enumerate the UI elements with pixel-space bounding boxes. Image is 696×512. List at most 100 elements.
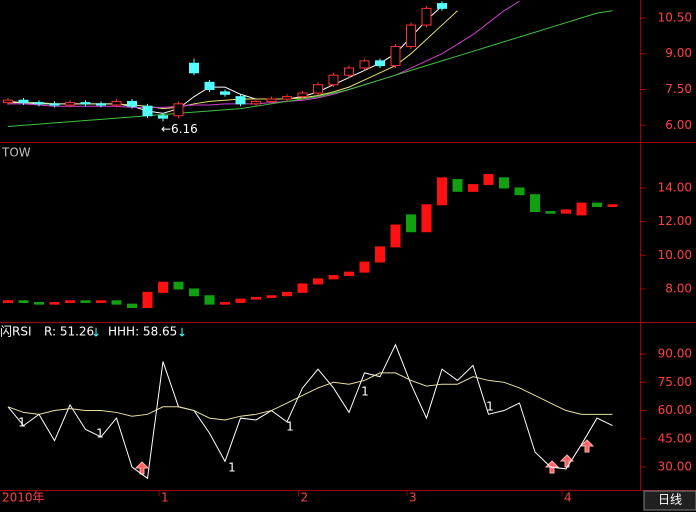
candle-body (421, 204, 432, 233)
y-tick-label: 9.00 (665, 46, 692, 60)
candle-body (313, 278, 323, 285)
signal-label: 1 (96, 427, 104, 441)
candle-body (158, 115, 168, 119)
panel-title: TOW (1, 146, 31, 160)
candle-body (220, 91, 230, 95)
arrow-icon: ↓ (91, 326, 101, 340)
candle-body (437, 3, 447, 9)
period-button[interactable] (643, 490, 696, 511)
candle-body (189, 288, 199, 297)
signal-label: 1 (486, 400, 494, 414)
y-tick-label: 45.00 (658, 431, 692, 445)
candle-body (468, 184, 478, 192)
candle-body (251, 100, 261, 105)
candle-body (65, 102, 75, 106)
candle-body (282, 291, 292, 297)
panel (3, 0, 613, 127)
y-tick-label: 6.00 (665, 118, 692, 132)
candle-body (142, 105, 153, 117)
y-tick-label: 10.50 (658, 10, 692, 24)
y-tick-label: 60.00 (658, 403, 692, 417)
candle-body (34, 301, 44, 305)
candle-body (111, 300, 122, 305)
candle-body (328, 74, 339, 86)
candle-body (359, 261, 370, 273)
candle-body (96, 300, 106, 303)
y-tick-label: 8.00 (665, 281, 692, 295)
candle-body (561, 209, 571, 214)
x-tick-label: 2 (301, 491, 309, 505)
candle-body (220, 301, 230, 305)
candle-body (483, 173, 494, 186)
candle-body (452, 179, 463, 192)
signal-arrow (579, 439, 595, 453)
candle-body (514, 187, 525, 196)
candle-body (80, 300, 91, 303)
readout: HHH: 58.65 (108, 325, 177, 339)
candle-body (49, 301, 60, 305)
signal-label: 1 (228, 461, 236, 475)
candle-body (235, 298, 246, 303)
candle-body (266, 295, 277, 298)
candle-body (607, 204, 618, 207)
candle-body (266, 98, 277, 102)
signal-label: 1 (361, 385, 369, 399)
indicator-line (7, 10, 613, 127)
y-tick-label: 10.00 (658, 248, 692, 262)
candle-body (3, 99, 13, 104)
candle-body (359, 60, 370, 69)
candle-body (18, 99, 29, 104)
candle-body (282, 96, 292, 100)
candle-body (158, 281, 168, 293)
y-tick-label: 14.00 (658, 180, 692, 194)
candle-body (576, 202, 587, 216)
candle-body (421, 7, 432, 26)
candle-body (545, 211, 556, 214)
signal-label: 1 (286, 420, 294, 434)
candle-body (34, 102, 44, 105)
candle-body (65, 300, 75, 303)
candle-body (80, 102, 91, 105)
candle-body (251, 296, 261, 300)
candle-body (390, 46, 401, 67)
y-tick-label: 90.00 (658, 347, 692, 361)
indicator-line (7, 372, 613, 421)
candle-body (189, 62, 199, 74)
candle-body (297, 283, 308, 293)
candle-body (173, 103, 184, 117)
candle-body (235, 96, 246, 105)
y-tick-label: 7.50 (665, 82, 692, 96)
arrow-icon: ↓ (177, 326, 187, 340)
candle-body (173, 281, 184, 290)
period-label[interactable]: 日线 (658, 493, 682, 507)
x-tick-label: 3 (409, 491, 417, 505)
x-tick-label: 4 (564, 491, 572, 505)
readout: R: 51.26 (44, 325, 94, 339)
candle-body (344, 271, 354, 277)
panel (3, 173, 618, 309)
candle-body (3, 300, 13, 303)
signal-label: 1 (18, 416, 26, 430)
candle-body (406, 24, 416, 48)
candle-body (437, 177, 447, 206)
y-tick-label: 75.00 (658, 375, 692, 389)
candle-body (96, 103, 106, 106)
y-tick-label: 12.00 (658, 214, 692, 228)
x-tick-label: 2010年 (2, 491, 45, 505)
candle-body (375, 60, 385, 67)
candle-body (18, 300, 29, 303)
candle-body (204, 295, 215, 305)
candle-body (344, 67, 354, 76)
candle-body (49, 103, 60, 106)
annotation: ←6.16 (161, 122, 198, 136)
candle-body (111, 100, 122, 106)
candle-body (127, 303, 137, 309)
y-tick-label: 30.00 (658, 460, 692, 474)
candle-body (297, 92, 308, 98)
candle-body (406, 214, 416, 233)
candle-body (204, 81, 215, 90)
indicator-line (8, 0, 520, 108)
